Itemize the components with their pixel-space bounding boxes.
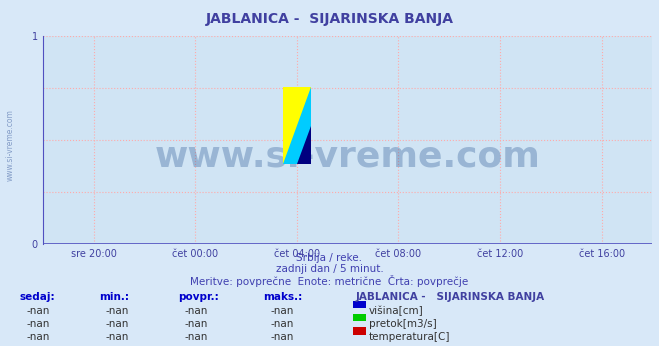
Text: www.si-vreme.com: www.si-vreme.com: [5, 109, 14, 181]
Text: -nan: -nan: [185, 306, 208, 316]
Text: višina[cm]: višina[cm]: [369, 306, 424, 316]
Text: sedaj:: sedaj:: [20, 292, 55, 302]
Text: Meritve: povprečne  Enote: metrične  Črta: povprečje: Meritve: povprečne Enote: metrične Črta:…: [190, 275, 469, 288]
Text: www.si-vreme.com: www.si-vreme.com: [155, 140, 540, 174]
Text: -nan: -nan: [26, 332, 49, 342]
Text: -nan: -nan: [105, 306, 129, 316]
Text: JABLANICA -   SIJARINSKA BANJA: JABLANICA - SIJARINSKA BANJA: [356, 292, 545, 302]
Text: min.:: min.:: [99, 292, 129, 302]
Text: Srbija / reke.: Srbija / reke.: [297, 253, 362, 263]
Text: -nan: -nan: [270, 306, 293, 316]
Text: -nan: -nan: [105, 332, 129, 342]
Polygon shape: [283, 87, 311, 164]
Text: JABLANICA -  SIJARINSKA BANJA: JABLANICA - SIJARINSKA BANJA: [206, 12, 453, 26]
Text: -nan: -nan: [26, 319, 49, 329]
Text: povpr.:: povpr.:: [178, 292, 219, 302]
Text: pretok[m3/s]: pretok[m3/s]: [369, 319, 437, 329]
Text: -nan: -nan: [270, 332, 293, 342]
Text: -nan: -nan: [270, 319, 293, 329]
Text: -nan: -nan: [105, 319, 129, 329]
Polygon shape: [297, 126, 311, 164]
Text: -nan: -nan: [26, 306, 49, 316]
Text: temperatura[C]: temperatura[C]: [369, 332, 451, 342]
Text: zadnji dan / 5 minut.: zadnji dan / 5 minut.: [275, 264, 384, 274]
Text: -nan: -nan: [185, 319, 208, 329]
Text: -nan: -nan: [185, 332, 208, 342]
Text: maks.:: maks.:: [264, 292, 303, 302]
